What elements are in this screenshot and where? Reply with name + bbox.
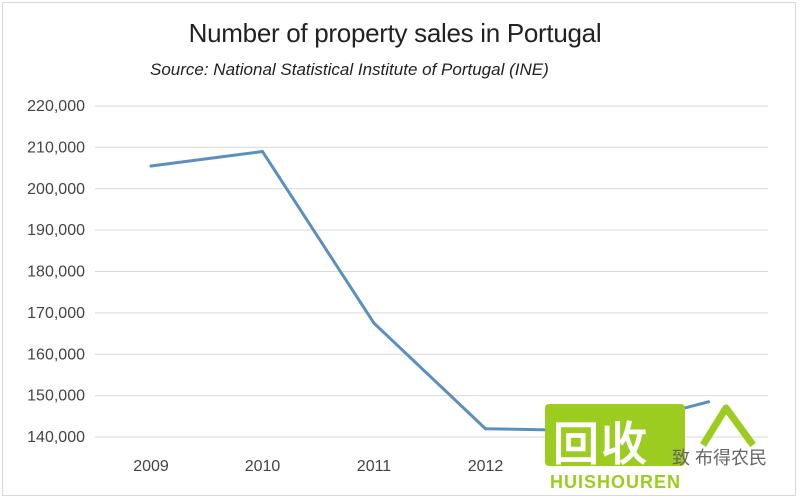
y-tick-label: 140,000	[27, 429, 85, 446]
y-tick-label: 210,000	[27, 139, 85, 156]
x-tick-label: 2012	[468, 458, 504, 475]
data-point	[707, 400, 710, 404]
watermark-icon	[700, 404, 756, 448]
y-tick-label: 220,000	[27, 98, 85, 115]
y-tick-label: 180,000	[27, 264, 85, 281]
watermark-signature: 致 布得农民	[672, 448, 768, 468]
x-tick-label: 2010	[245, 458, 281, 475]
data-point	[372, 321, 376, 325]
x-tick-label: 2011	[357, 458, 392, 475]
data-point	[149, 164, 153, 168]
data-point	[484, 427, 487, 431]
y-tick-label: 170,000	[27, 305, 85, 322]
y-tick-label: 150,000	[27, 388, 85, 405]
watermark-hanzi: 回收	[553, 418, 649, 470]
watermark-latin-text: HUISHOUREN	[550, 472, 682, 492]
chart-subtitle: Source: National Statistical Institute o…	[150, 60, 549, 79]
x-tick-label: 2009	[133, 458, 169, 475]
data-point	[261, 150, 264, 154]
chart-title: Number of property sales in Portugal	[188, 18, 602, 48]
y-tick-label: 160,000	[27, 346, 85, 363]
series-line	[149, 150, 710, 433]
y-tick-label: 190,000	[27, 222, 85, 239]
watermark-logo	[545, 404, 685, 466]
y-tick-label: 200,000	[27, 181, 85, 198]
